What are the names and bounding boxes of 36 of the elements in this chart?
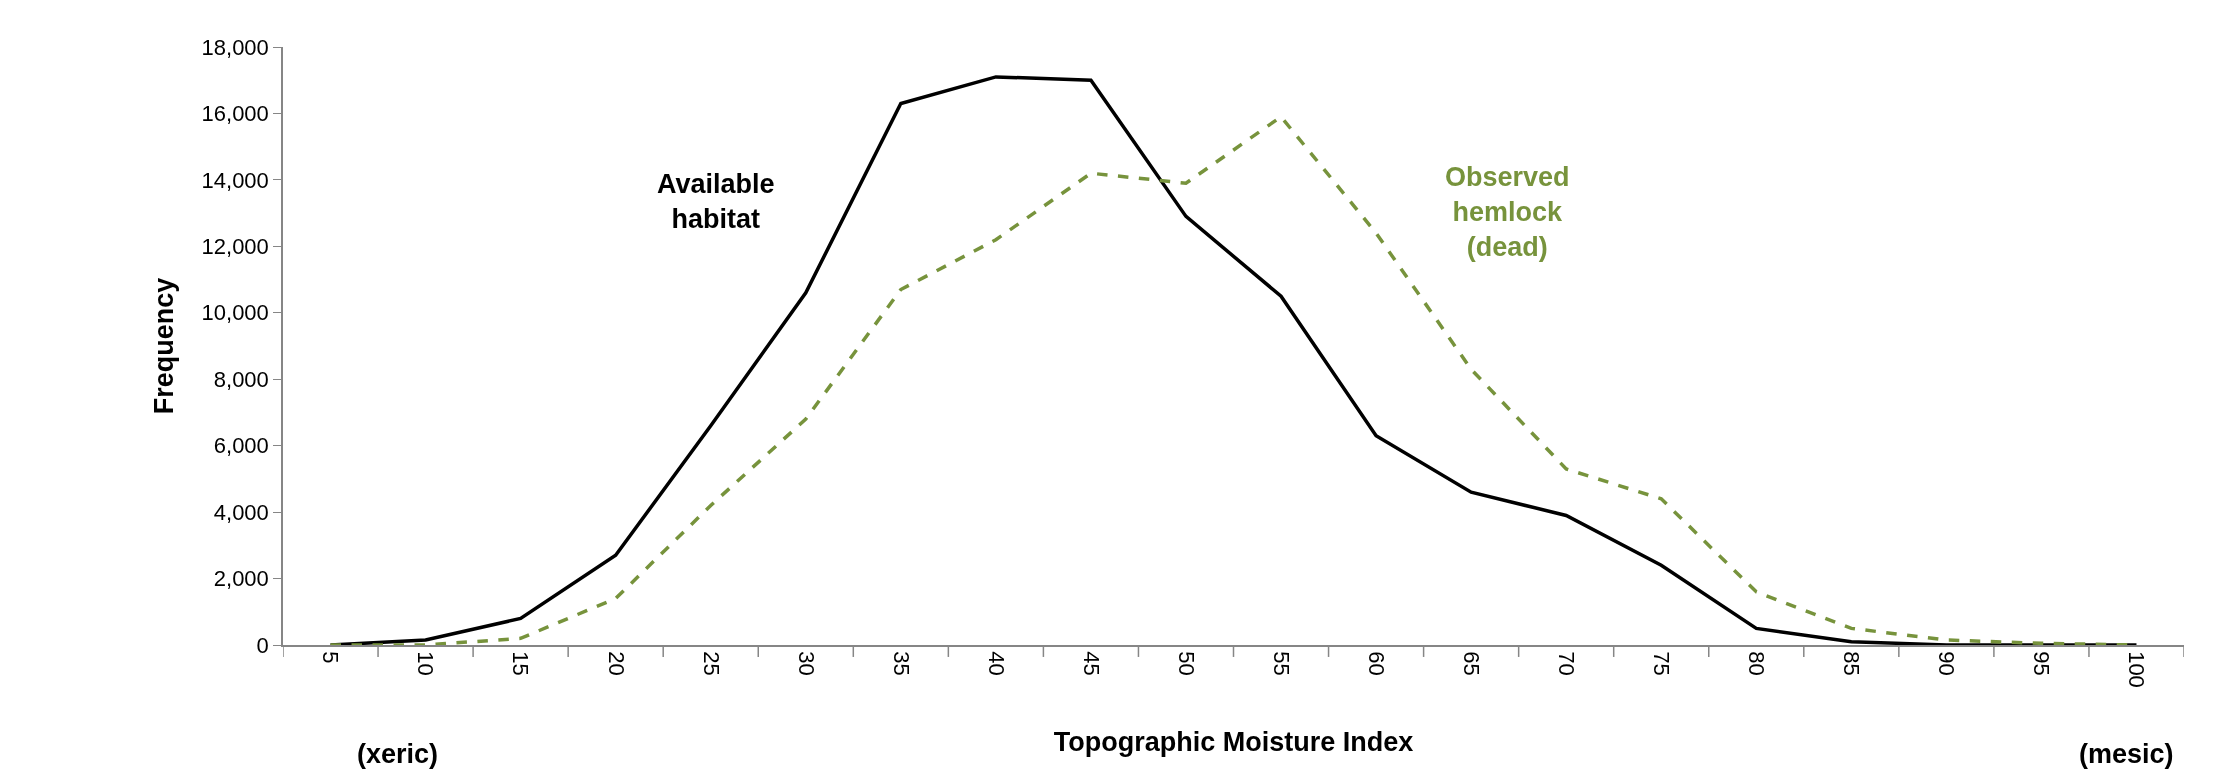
y-tick-label: 12,000 (201, 234, 269, 260)
x-tick-label: 30 (793, 651, 819, 676)
text: (xeric) (357, 739, 439, 769)
text: (mesic) (2079, 739, 2174, 769)
x-tick-label: 85 (1839, 651, 1865, 676)
text: Available habitat (657, 169, 775, 235)
x-tick-label: 15 (508, 651, 534, 676)
x-tick-label: 25 (698, 651, 724, 676)
x-tick-label: 45 (1078, 651, 1104, 676)
x-tick-label: 75 (1649, 651, 1675, 676)
y-tick-label: 4,000 (213, 499, 269, 525)
x-tick-label: 90 (1934, 651, 1960, 676)
y-tick-label: 18,000 (201, 34, 269, 60)
x-tick-label: 5 (318, 651, 344, 664)
x-tick-label: 80 (1744, 651, 1770, 676)
y-axis-title: Frequency (149, 277, 180, 415)
x-tick-label: 20 (603, 651, 629, 676)
x-tick-label: 60 (1363, 651, 1389, 676)
x-tick-label: 40 (983, 651, 1009, 676)
y-tick-label: 2,000 (213, 566, 269, 592)
y-tick-label: 8,000 (213, 366, 269, 392)
y-tick-label: 16,000 (201, 101, 269, 127)
y-tick-label: 6,000 (213, 433, 269, 459)
series-label: Observed hemlock (dead) (1445, 162, 1570, 263)
x-tick-label: 95 (2029, 651, 2055, 676)
x-axis-title: Topographic Moisture Index (1053, 726, 1414, 757)
y-tick-label: 10,000 (201, 300, 269, 326)
y-tick-label: 14,000 (201, 167, 269, 193)
x-tick-label: 35 (888, 651, 914, 676)
x-tick-label: 10 (413, 651, 439, 676)
x-tick-label: 50 (1173, 651, 1199, 676)
x-tick-label: 100 (2124, 651, 2150, 688)
x-tick-label: 70 (1554, 651, 1580, 676)
x-tick-label: 65 (1458, 651, 1484, 676)
y-tick-label: 0 (256, 632, 269, 658)
x-tick-label: 55 (1268, 651, 1294, 676)
